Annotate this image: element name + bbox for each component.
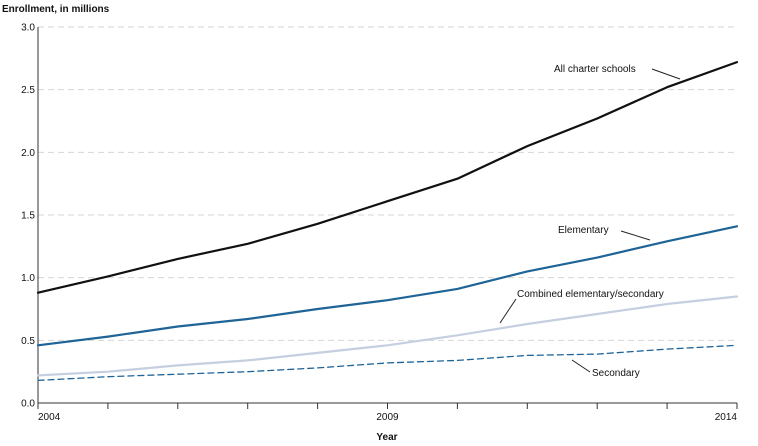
leader-secondary	[571, 359, 591, 373]
series-line-all-charter-schools	[36, 60, 739, 294]
y-tick-label: 3.0	[21, 23, 35, 34]
label-secondary: Secondary	[592, 368, 640, 379]
y-axis-ticks: 0.0 0.5 1.0 1.5 2.0 2.5 3.0	[21, 23, 35, 410]
y-tick-label: 2.5	[21, 85, 35, 96]
x-tick-label: 2004	[38, 412, 61, 423]
x-axis-title: Year	[376, 432, 397, 443]
series-line-elementary	[36, 225, 739, 347]
label-leaders	[499, 68, 681, 373]
leader-combined-elementary-secondary	[499, 298, 517, 324]
series-line-secondary	[37, 344, 738, 382]
y-axis-title: Enrollment, in millions	[2, 4, 110, 15]
y-tick-label: 2.0	[21, 148, 35, 159]
x-tick-label: 2009	[376, 412, 399, 423]
x-tick-label: 2014	[715, 412, 738, 423]
label-combined-elementary-secondary: Combined elementary/secondary	[517, 289, 664, 300]
series-labels: All charter schools Elementary Combined el…	[517, 64, 664, 379]
series-lines	[36, 60, 739, 382]
y-tick-label: 0.0	[21, 399, 35, 410]
leader-all-charter-schools	[651, 68, 681, 80]
y-tick-label: 1.0	[21, 273, 35, 284]
series-line-combined-elementary-secondary	[36, 295, 739, 377]
label-all-charter-schools: All charter schools	[554, 64, 636, 75]
leader-elementary	[620, 230, 651, 241]
grid	[38, 26, 737, 341]
y-tick-label: 0.5	[21, 336, 35, 347]
y-tick-label: 1.5	[21, 211, 35, 222]
x-axis-ticks: 2004 2009 2014	[37, 403, 738, 423]
label-elementary: Elementary	[558, 225, 609, 236]
